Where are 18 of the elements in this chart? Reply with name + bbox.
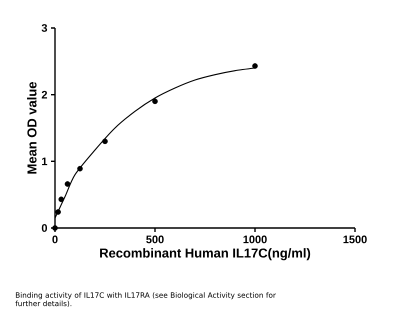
- point: [64, 181, 70, 187]
- x-axis-title: Recombinant Human IL17C(ng/ml): [100, 248, 310, 260]
- x-tick-label: 0: [52, 236, 58, 244]
- x-tick-label: 1500: [344, 236, 367, 244]
- point: [58, 196, 64, 202]
- x-tick-label: 500: [146, 236, 164, 244]
- y-tick-label: 2: [42, 90, 48, 98]
- point: [152, 98, 158, 104]
- point: [77, 166, 83, 172]
- y-tick-label: 3: [42, 24, 48, 32]
- y-tick-label: 1: [42, 158, 48, 166]
- point: [52, 225, 58, 231]
- point: [252, 63, 258, 69]
- x-tick-label: 1000: [244, 236, 267, 244]
- y-tick-label: 0: [42, 224, 48, 232]
- point: [55, 209, 61, 215]
- y-axis-title: Mean OD value: [27, 82, 37, 174]
- point: [102, 138, 108, 144]
